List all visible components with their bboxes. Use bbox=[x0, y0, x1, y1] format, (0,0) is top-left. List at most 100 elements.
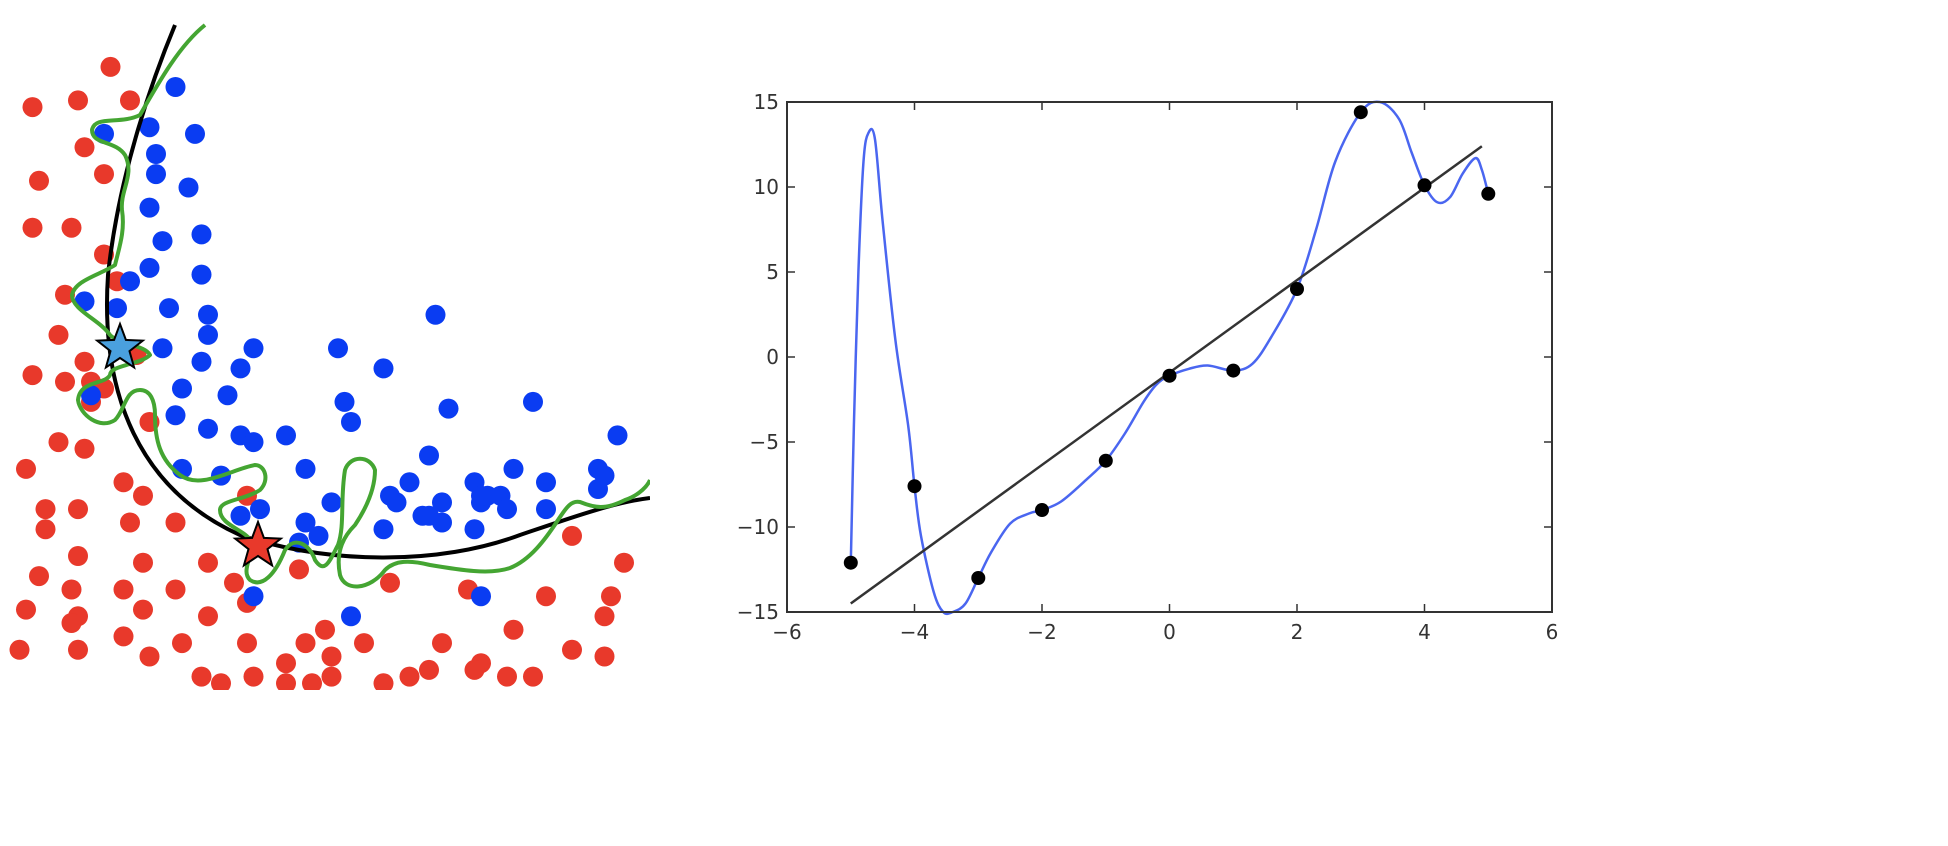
blue-point-8 bbox=[152, 231, 173, 252]
red-point-11 bbox=[55, 284, 75, 305]
blue-point-6 bbox=[178, 177, 199, 198]
red-point-39 bbox=[224, 572, 244, 593]
red-point-49 bbox=[172, 633, 192, 654]
red-point-3 bbox=[120, 90, 140, 111]
red-point-27 bbox=[35, 519, 56, 540]
blue-point-70 bbox=[341, 606, 361, 627]
red-point-74 bbox=[211, 673, 231, 690]
y-tick-label-5: −10 bbox=[737, 515, 779, 539]
blue-point-68 bbox=[230, 505, 251, 526]
data-point-4 bbox=[1098, 453, 1113, 468]
red-point-37 bbox=[113, 579, 134, 600]
red-point-59 bbox=[536, 586, 556, 607]
red-point-77 bbox=[243, 666, 264, 687]
blue-point-38 bbox=[295, 458, 316, 479]
red-point-42 bbox=[133, 599, 153, 620]
red-point-5 bbox=[74, 137, 95, 158]
red-point-1 bbox=[22, 97, 43, 118]
red-point-33 bbox=[133, 552, 153, 573]
red-point-40 bbox=[16, 599, 36, 620]
red-point-56 bbox=[432, 633, 452, 654]
blue-point-42 bbox=[295, 512, 316, 533]
blue-point-4 bbox=[146, 144, 166, 164]
blue-point-12 bbox=[120, 271, 140, 292]
red-point-8 bbox=[61, 217, 82, 238]
y-tick-label-3: 0 bbox=[766, 345, 779, 369]
red-point-80 bbox=[419, 659, 439, 680]
red-point-7 bbox=[22, 217, 43, 238]
red-point-34 bbox=[198, 552, 218, 573]
red-point-50 bbox=[237, 633, 257, 654]
red-point-70 bbox=[373, 673, 394, 690]
blue-point-36 bbox=[523, 391, 543, 412]
data-point-7 bbox=[1290, 282, 1304, 296]
red-point-13 bbox=[74, 351, 95, 372]
red-point-63 bbox=[594, 606, 615, 627]
blue-point-7 bbox=[139, 197, 160, 218]
data-point-2 bbox=[971, 571, 986, 585]
red-point-67 bbox=[523, 666, 543, 687]
red-point-0 bbox=[100, 56, 121, 77]
overfit-curve-line bbox=[849, 100, 1490, 616]
red-point-25 bbox=[35, 499, 56, 520]
blue-point-25 bbox=[165, 405, 186, 426]
red-point-12 bbox=[48, 324, 69, 345]
y-axis-ticks: 15 10 5 0 −5 −10 −15 bbox=[737, 90, 1552, 624]
red-point-62 bbox=[562, 525, 582, 546]
blue-point-18 bbox=[152, 338, 173, 359]
blue-point-47 bbox=[399, 472, 420, 493]
blue-point-44 bbox=[308, 525, 329, 546]
classification-scatter-plot bbox=[9, 23, 650, 690]
plot-area bbox=[843, 100, 1496, 616]
red-star-marker bbox=[232, 519, 284, 568]
x-tick-label-3: 0 bbox=[1163, 620, 1176, 644]
blue-point-15 bbox=[159, 298, 179, 319]
blue-point-16 bbox=[198, 304, 218, 325]
red-point-22 bbox=[74, 438, 95, 459]
blue-point-37 bbox=[607, 425, 628, 446]
blue-point-62 bbox=[373, 519, 394, 540]
x-tick-label-6: 6 bbox=[1546, 620, 1559, 644]
blue-point-22 bbox=[81, 385, 101, 406]
blue-point-5 bbox=[146, 164, 166, 185]
x-tick-label-2: −2 bbox=[1027, 620, 1056, 644]
x-tick-label-5: 4 bbox=[1418, 620, 1431, 644]
blue-point-19 bbox=[191, 351, 212, 372]
red-point-14 bbox=[22, 365, 43, 386]
y-tick-label-2: 5 bbox=[766, 260, 779, 284]
blue-point-34 bbox=[341, 412, 361, 432]
blue-point-29 bbox=[276, 425, 296, 446]
blue-point-67 bbox=[588, 479, 608, 499]
red-point-28 bbox=[120, 512, 140, 533]
blue-point-63 bbox=[419, 505, 439, 526]
blue-point-60 bbox=[536, 472, 556, 493]
red-point-66 bbox=[497, 666, 517, 687]
red-point-45 bbox=[289, 559, 309, 580]
red-point-29 bbox=[133, 485, 153, 506]
y-tick-label-1: 10 bbox=[754, 175, 779, 199]
blue-point-69 bbox=[471, 586, 491, 607]
red-point-38 bbox=[165, 579, 186, 600]
blue-point-3 bbox=[185, 123, 205, 144]
data-point-10 bbox=[1481, 186, 1496, 201]
red-point-2 bbox=[68, 90, 88, 111]
y-tick-label-4: −5 bbox=[750, 430, 779, 454]
blue-class-points bbox=[74, 77, 628, 627]
red-point-30 bbox=[165, 512, 186, 533]
red-point-76 bbox=[139, 646, 160, 667]
y-tick-label-0: 15 bbox=[754, 90, 779, 114]
red-point-24 bbox=[113, 472, 134, 493]
x-axis-ticks: −6 −4 −2 0 2 4 6 bbox=[772, 102, 1558, 644]
red-point-36 bbox=[61, 579, 82, 600]
blue-point-59 bbox=[503, 458, 524, 479]
x-tick-label-4: 2 bbox=[1291, 620, 1304, 644]
red-point-4 bbox=[29, 170, 49, 191]
data-point-8 bbox=[1353, 105, 1368, 120]
red-point-64 bbox=[562, 639, 582, 660]
y-tick-label-6: −15 bbox=[737, 600, 779, 624]
blue-point-24 bbox=[217, 385, 238, 406]
blue-point-0 bbox=[165, 77, 186, 97]
blue-point-48 bbox=[386, 492, 407, 513]
